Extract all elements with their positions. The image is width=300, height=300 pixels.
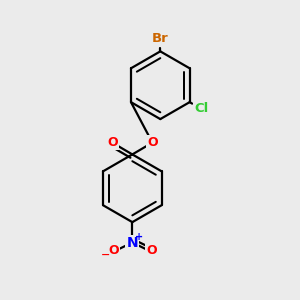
Text: Br: Br [152, 32, 169, 46]
Text: O: O [108, 244, 119, 256]
Text: Cl: Cl [194, 102, 208, 115]
Text: +: + [135, 232, 143, 242]
Text: −: − [101, 250, 110, 260]
Text: O: O [146, 244, 157, 256]
Text: O: O [107, 136, 118, 149]
Text: N: N [127, 236, 138, 250]
Text: O: O [147, 136, 158, 149]
